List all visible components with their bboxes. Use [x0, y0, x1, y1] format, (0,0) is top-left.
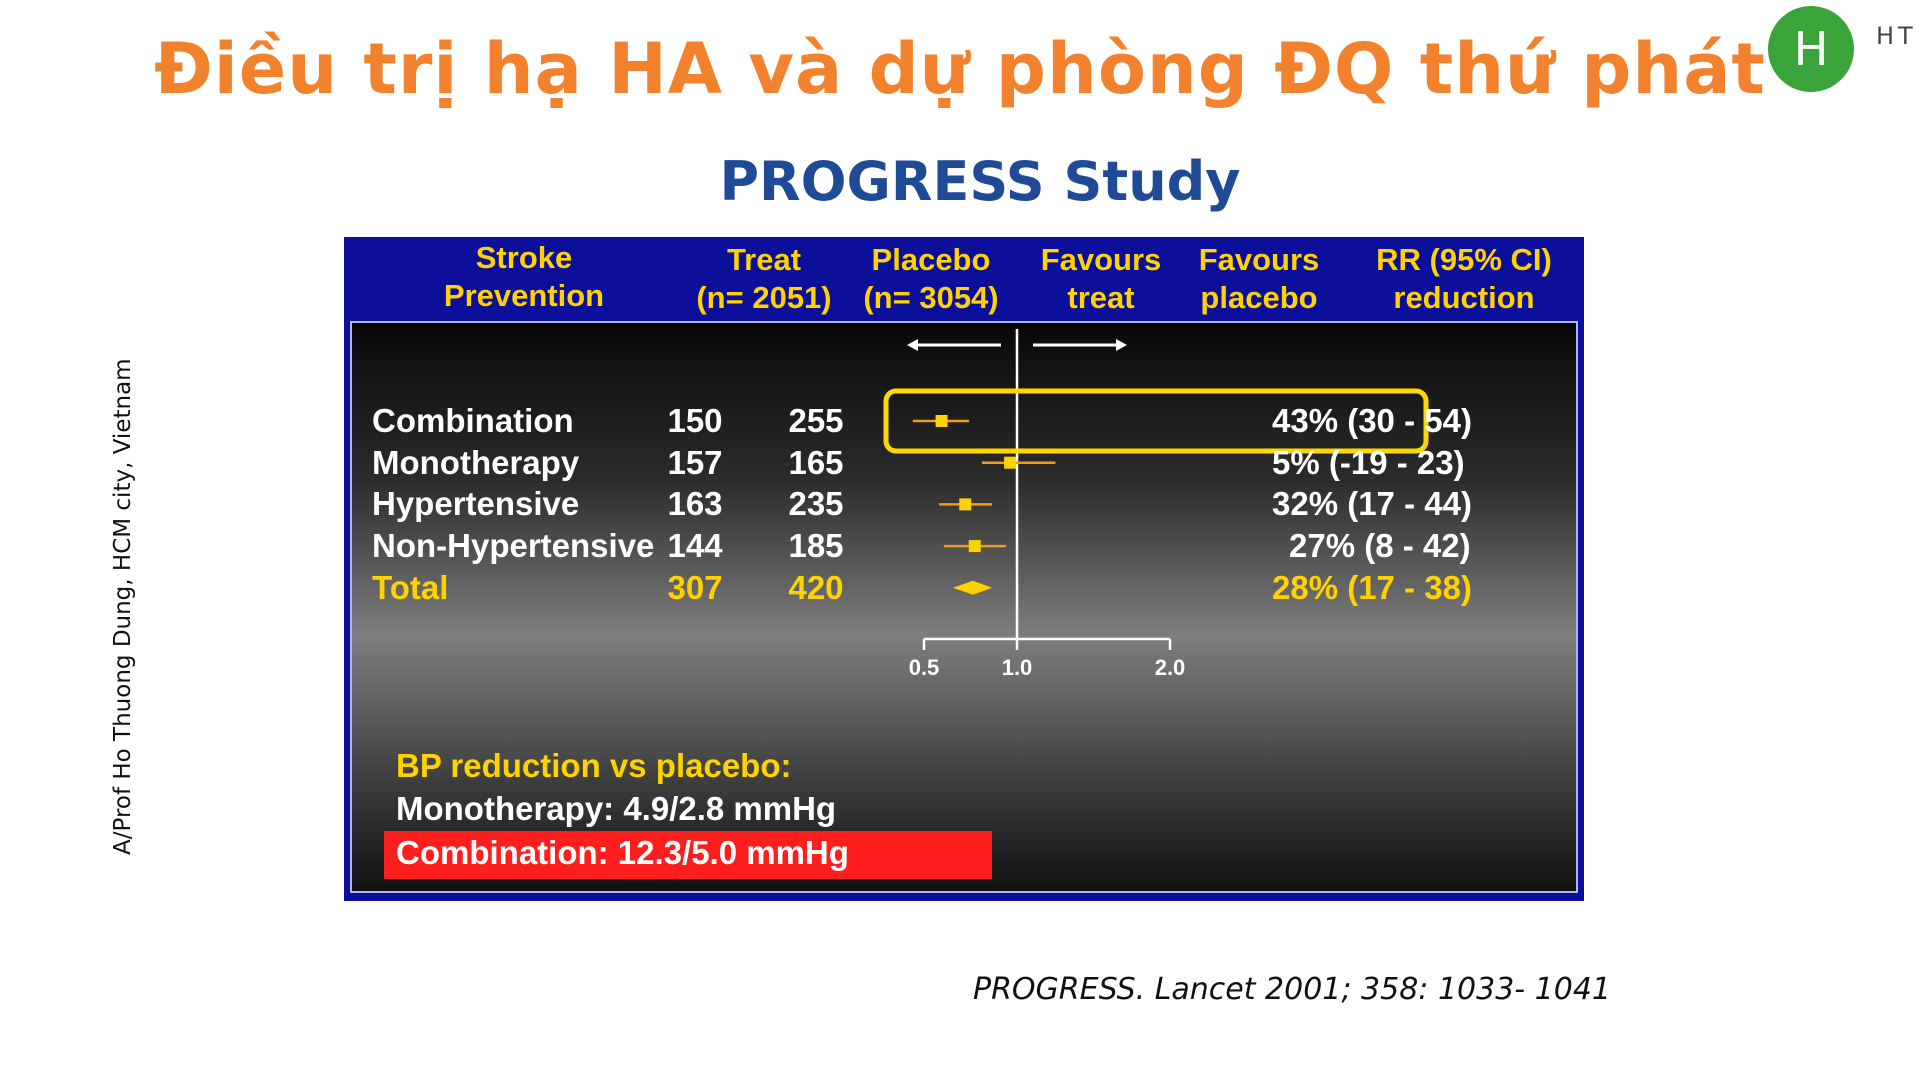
header-line: reduction [1393, 280, 1535, 315]
treat-count: 157 [667, 443, 723, 481]
header-line: (n= 2051) [696, 280, 832, 315]
rr-reduction: 5% (-19 - 23) [1272, 443, 1465, 481]
forest-plot-svg: 0.5 1.0 2.0 [883, 329, 1429, 680]
header-treat: Treat (n= 2051) [689, 241, 839, 317]
placebo-count: 185 [788, 527, 844, 565]
header-line: Placebo [871, 242, 991, 277]
treat-count: 150 [667, 402, 723, 439]
bp-reduction-heading: BP reduction vs placebo: [396, 747, 792, 784]
header-favours-placebo: Favours placebo [1184, 241, 1334, 317]
arrow-head-right [1116, 339, 1127, 351]
avatar-label: HT [1876, 22, 1917, 50]
author-credit: A/Prof Ho Thuong Dung, HCM city, Vietnam [110, 358, 136, 855]
arrow-head-left [907, 339, 918, 351]
row-label: Hypertensive [372, 485, 580, 523]
rr-reduction: 32% (17 - 44) [1272, 485, 1472, 523]
page-title: Điều trị hạ HA và dự phòng ĐQ thứ phát [154, 28, 1766, 110]
rr-reduction: 28% (17 - 38) [1272, 568, 1472, 606]
avatar[interactable]: H [1768, 6, 1854, 92]
x-tick-label: 1.0 [1002, 655, 1033, 680]
header-line: (n= 3054) [863, 280, 999, 315]
header-line: Treat [726, 242, 802, 277]
x-tick-label: 0.5 [909, 655, 940, 680]
header-line: treat [1067, 280, 1135, 315]
citation: PROGRESS. Lancet 2001; 358: 1033- 1041 [973, 972, 1611, 1007]
forest-plot-panel: 0.5 1.0 2.0 Combination 150 255 43% (30 - 54)… [350, 321, 1578, 893]
header-stroke-prevention: Stroke Prevention [384, 239, 664, 315]
bp-combination: Combination: 12.3/5.0 mmHg [396, 834, 849, 871]
rr-reduction: 27% (8 - 42) [1289, 527, 1471, 565]
header-favours-treat: Favours treat [1026, 241, 1176, 317]
placebo-count: 255 [788, 402, 844, 439]
forest-plot-slide: Stroke Prevention Treat (n= 2051) Placeb… [344, 237, 1584, 901]
x-tick-label: 2.0 [1155, 655, 1186, 680]
header-line: Favours [1198, 242, 1320, 277]
total-diamond [952, 580, 993, 595]
placebo-count: 235 [788, 485, 844, 523]
treat-count: 307 [667, 568, 723, 606]
row-label: Monotherapy [372, 443, 580, 481]
bp-combination-highlight: Combination: 12.3/5.0 mmHg [384, 831, 992, 879]
point-estimate-marker [935, 415, 948, 427]
rr-reduction: 43% (30 - 54) [1272, 402, 1472, 439]
point-estimate-marker [968, 540, 981, 553]
treat-count: 144 [667, 527, 723, 565]
header-rr-reduction: RR (95% CI) reduction [1354, 241, 1574, 317]
header-line: Prevention [443, 278, 605, 313]
placebo-count: 165 [788, 443, 844, 481]
row-label: Non-Hypertensive [372, 527, 655, 565]
highlight-box [883, 388, 1429, 454]
avatar-letter: H [1793, 22, 1829, 76]
header-placebo: Placebo (n= 3054) [856, 241, 1006, 317]
header-line: placebo [1200, 280, 1318, 315]
point-estimate-marker [1004, 456, 1017, 469]
placebo-count: 420 [788, 568, 844, 606]
study-subtitle: PROGRESS Study [719, 150, 1241, 213]
header-line: Stroke [475, 240, 573, 275]
header-line: RR (95% CI) [1376, 242, 1552, 277]
row-label: Combination [372, 402, 574, 439]
bp-monotherapy: Monotherapy: 4.9/2.8 mmHg [396, 790, 837, 827]
treat-count: 163 [667, 485, 723, 523]
header-line: Favours [1040, 242, 1162, 277]
point-estimate-marker [959, 498, 972, 511]
row-label: Total [372, 568, 449, 606]
